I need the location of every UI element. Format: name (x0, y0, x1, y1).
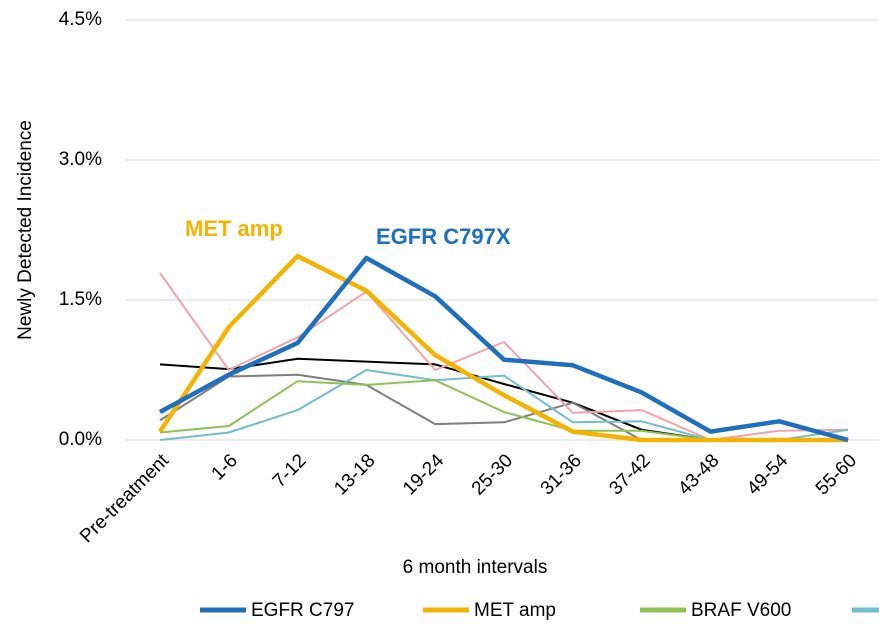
series-line (159, 379, 848, 441)
x-tick-label: 7-12 (269, 450, 311, 492)
x-axis-title: 6 month intervals (403, 557, 548, 578)
y-axis-title: Newly Detected Incidence (15, 120, 36, 340)
legend-label: MET amp (474, 600, 556, 621)
x-tick-label: 1-6 (208, 450, 242, 484)
x-tick-label: 43-48 (674, 450, 723, 499)
x-tick-label: 49-54 (743, 450, 793, 500)
y-tick-label: 0.0% (59, 429, 102, 450)
x-tick-label: 13-18 (330, 450, 379, 499)
legend-label: EGFR C797 (251, 600, 354, 621)
series-line (159, 272, 849, 441)
series-line (158, 255, 849, 443)
series-line (159, 369, 849, 441)
y-tick-label: 1.5% (59, 289, 102, 310)
x-tick-label: Pre-treatment (76, 450, 173, 547)
annotation: EGFR C797X (376, 224, 511, 249)
x-tick-label: 19-24 (399, 450, 449, 500)
x-tick-label: 37-42 (605, 450, 654, 499)
y-tick-label: 3.0% (59, 149, 102, 170)
series-line (158, 253, 848, 443)
x-tick-label: 25-30 (468, 450, 517, 499)
x-tick-label: 55-60 (812, 450, 861, 499)
annotation: MET amp (185, 216, 283, 241)
x-tick-label: 31-36 (537, 450, 586, 499)
legend-label: BRAF V600 (691, 600, 791, 621)
y-tick-label: 4.5% (59, 9, 102, 30)
